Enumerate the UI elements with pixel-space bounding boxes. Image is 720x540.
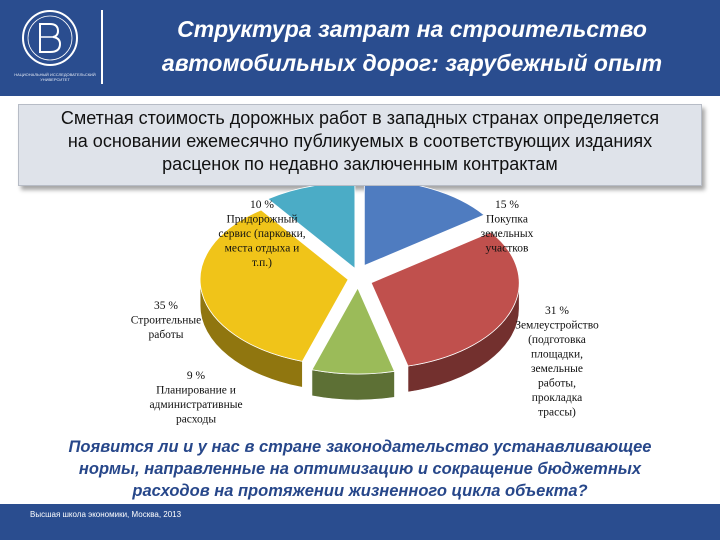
slice-percent: 9 % [187, 370, 206, 382]
callout-line-2: на основании ежемесячно публикуемых в со… [67, 131, 653, 151]
slice-label-3: 9 % Планирование и административные расходы [149, 370, 242, 426]
hse-emblem-icon [22, 10, 78, 66]
cost-structure-pie-chart: 15 % Покупка земельных участков 31 % Землеуст… [131, 186, 599, 426]
slice-name-line: площадки, [531, 349, 583, 361]
slice-percent: 35 % [154, 300, 178, 312]
question-line-2: нормы, направленные на оптимизацию и сок… [78, 460, 642, 478]
slice-percent: 15 % [495, 199, 519, 211]
slice-name-line: расходы [176, 414, 216, 426]
slice-name-line: т.п.) [252, 257, 272, 269]
pie-slice-1 [363, 186, 485, 267]
slice-name-line: земельные [531, 363, 583, 375]
hse-logo: Национальный исследовательский университ… [8, 6, 96, 90]
slice-name-line: земельных [481, 228, 534, 240]
slice-percent: 31 % [545, 305, 569, 317]
question-line-1: Появится ли и у нас в стране законодател… [68, 438, 652, 456]
footer-bar: Высшая школа экономики, Москва, 2013 [0, 504, 720, 540]
callout-text: Сметная стоимость дорожных работ в запад… [25, 107, 695, 176]
cost-estimation-callout: Сметная стоимость дорожных работ в запад… [18, 104, 702, 186]
title-line-2: автомобильных дорог: зарубежный опыт [161, 50, 663, 76]
slice-name-line: участков [486, 243, 530, 255]
closing-question: Появится ли и у нас в стране законодател… [16, 436, 704, 502]
pie-slice-4 [199, 209, 349, 362]
pie-slice-3 [311, 287, 396, 375]
title-line-1: Структура затрат на строительство [177, 16, 647, 42]
footer-text: Высшая школа экономики, Москва, 2013 [30, 510, 182, 519]
callout-line-3: расценок по недавно заключенным контракт… [162, 154, 558, 174]
pie-slices [199, 186, 520, 375]
slice-name-line: (подготовка [528, 334, 586, 346]
slice-percent: 10 % [250, 199, 274, 211]
slice-name-line: Покупка [486, 214, 528, 226]
slice-name-line: сервис (парковки, [218, 228, 305, 240]
slice-name-line: Планирование и [156, 385, 236, 397]
slice-label-2: 31 % Землеустройство (подготовка площадки, з… [515, 305, 599, 419]
logo-caption: Национальный исследовательский университ… [14, 72, 96, 82]
slice-label-4: 35 % Строительные работы [131, 300, 201, 341]
header-bar: Национальный исследовательский университ… [0, 0, 720, 96]
slice-name-line: Строительные [131, 315, 201, 327]
slice-label-5: 10 % Придорожный сервис (парковки, места от… [218, 199, 305, 269]
pie-labels: 15 % Покупка земельных участков 31 % Землеуст… [131, 199, 599, 426]
slice-name-line: Землеустройство [515, 320, 599, 332]
pie-slice-5 [267, 186, 356, 270]
slice-name-line: административные [149, 399, 242, 411]
slice-label-1: 15 % Покупка земельных участков [481, 199, 534, 255]
header-divider [101, 10, 103, 84]
slide-title: Структура затрат на строительство автомо… [112, 12, 712, 80]
slice-name-line: Придорожный [226, 214, 297, 226]
slice-name-line: работы, [538, 378, 576, 390]
slice-name-line: места отдыха и [225, 243, 300, 255]
question-line-3: расходов на протяжении жизненного цикла … [132, 482, 588, 500]
callout-line-1: Сметная стоимость дорожных работ в запад… [60, 108, 660, 128]
slice-name-line: прокладка [532, 392, 582, 404]
slice-name-line: трассы) [538, 407, 576, 419]
pie-slice-2 [370, 231, 520, 367]
slice-name-line: работы [148, 329, 183, 341]
